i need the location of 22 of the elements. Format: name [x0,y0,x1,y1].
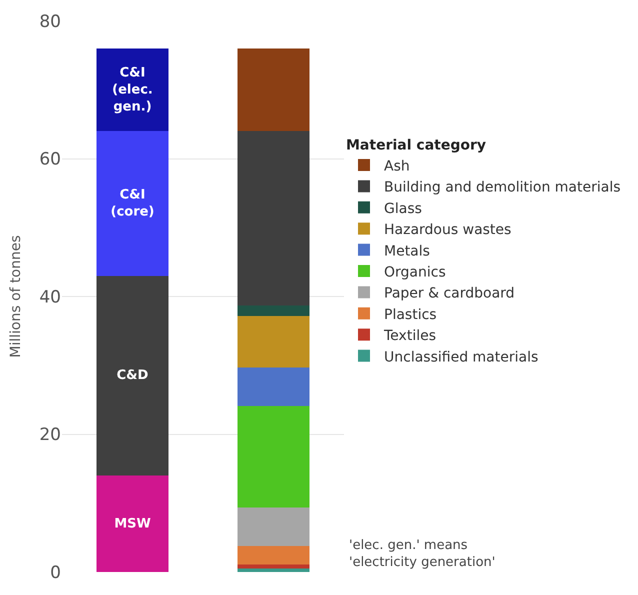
y-tick-label: 80 [39,12,61,32]
y-tick-label: 0 [50,562,61,583]
legend-label: Organics [384,264,446,280]
legend-label: Ash [384,158,410,174]
legend-label: Paper & cardboard [384,286,515,302]
legend-label: Hazardous wastes [384,222,512,238]
text: 'elec. gen.' means 'electricity generation' [349,538,496,570]
legend-label: Plastics [384,306,437,323]
series-label: C&D [116,368,148,384]
series-label: C&I (elec. gen.) [112,65,153,114]
legend-label: Textiles [383,328,436,344]
legend-label: Glass [384,200,422,217]
legend-title: Material category [346,137,486,154]
legend-label: Unclassified materials [384,349,538,366]
y-axis-title: Millions of tonnes [8,235,24,358]
y-tick-label: 20 [39,425,61,446]
series-label: MSW [114,516,151,532]
y-tick-label: 40 [39,287,61,308]
series-label: C&I (core) [110,188,154,220]
legend-label: Metals [384,243,430,260]
y-tick-label: 60 [39,150,61,170]
legend-label: Building and demolition materials [384,180,621,196]
